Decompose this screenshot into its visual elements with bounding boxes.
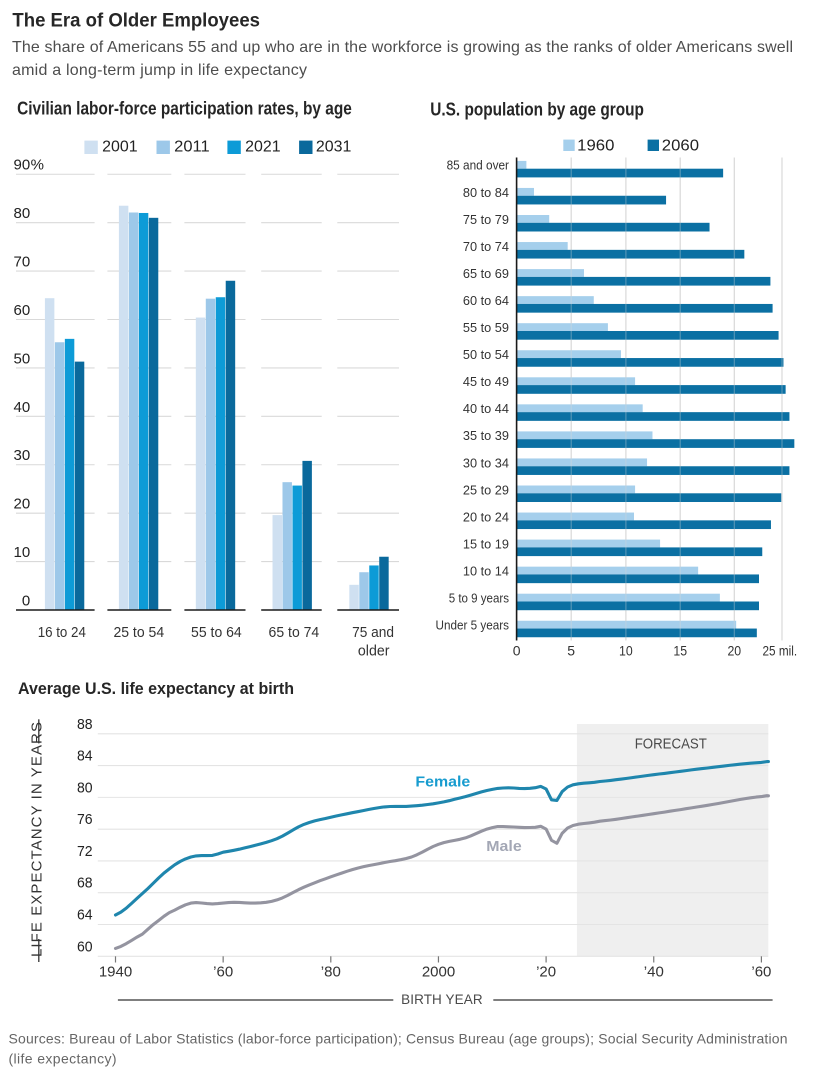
- svg-text:55 to 64: 55 to 64: [191, 625, 242, 641]
- svg-text:60: 60: [77, 938, 93, 955]
- svg-text:16 to 24: 16 to 24: [38, 625, 86, 641]
- svg-text:15 to 19: 15 to 19: [463, 536, 509, 551]
- svg-text:40 to 44: 40 to 44: [463, 401, 509, 416]
- svg-text:amid a long-term jump in life: amid a long-term jump in life expectancy: [12, 62, 307, 79]
- svg-text:80: 80: [14, 205, 31, 222]
- svg-text:2031: 2031: [316, 138, 352, 155]
- svg-text:Average U.S. life expectancy a: Average U.S. life expectancy at birth: [18, 680, 294, 698]
- svg-text:72: 72: [77, 843, 93, 860]
- svg-text:FORECAST: FORECAST: [635, 736, 707, 753]
- svg-text:20: 20: [727, 642, 741, 658]
- svg-text:10: 10: [14, 544, 31, 561]
- svg-text:2021: 2021: [245, 138, 281, 155]
- svg-text:70 to 74: 70 to 74: [463, 239, 509, 254]
- svg-text:1940: 1940: [99, 964, 132, 981]
- svg-text:BIRTH YEAR: BIRTH YEAR: [401, 992, 483, 1007]
- svg-text:2000: 2000: [422, 964, 455, 981]
- svg-text:40: 40: [14, 399, 31, 416]
- svg-text:(life expectancy): (life expectancy): [9, 1050, 117, 1066]
- svg-text:88: 88: [77, 716, 93, 733]
- svg-text:20: 20: [14, 496, 31, 513]
- svg-text:5 to 9 years: 5 to 9 years: [449, 591, 510, 606]
- svg-text:U.S. population by age group: U.S. population by age group: [430, 99, 644, 119]
- svg-text:15: 15: [673, 642, 687, 658]
- svg-text:10 to 14: 10 to 14: [463, 563, 509, 578]
- svg-text:25 mil.: 25 mil.: [763, 642, 798, 658]
- svg-text:50: 50: [14, 350, 31, 367]
- svg-text:76: 76: [77, 811, 93, 828]
- svg-text:90: 90: [14, 157, 31, 174]
- svg-text:30: 30: [14, 447, 31, 464]
- svg-text:20 to 24: 20 to 24: [463, 509, 509, 524]
- svg-text:Civilian labor-force participa: Civilian labor-force participation rates…: [17, 99, 352, 119]
- svg-text:68: 68: [77, 875, 93, 892]
- svg-text:0: 0: [513, 642, 521, 658]
- svg-text:30 to 34: 30 to 34: [463, 455, 509, 470]
- svg-text:’80: ’80: [321, 964, 341, 981]
- svg-text:25 to 54: 25 to 54: [113, 625, 164, 641]
- svg-text:older: older: [358, 644, 390, 660]
- svg-text:The Era of Older Employees: The Era of Older Employees: [12, 10, 260, 31]
- svg-text:1960: 1960: [577, 138, 615, 155]
- svg-text:80 to 84: 80 to 84: [463, 185, 509, 200]
- svg-text:84: 84: [77, 748, 93, 765]
- svg-text:%: %: [31, 157, 44, 174]
- svg-text:’60: ’60: [213, 964, 233, 981]
- svg-text:60: 60: [14, 302, 31, 319]
- svg-text:80: 80: [77, 779, 93, 796]
- svg-text:The share of Americans 55 and: The share of Americans 55 and up who are…: [12, 39, 793, 56]
- svg-text:0: 0: [22, 593, 30, 610]
- svg-text:2011: 2011: [174, 138, 210, 155]
- svg-text:65 to 74: 65 to 74: [269, 625, 320, 641]
- svg-text:Female: Female: [415, 774, 470, 791]
- svg-text:Under 5 years: Under 5 years: [436, 618, 510, 633]
- svg-text:55 to 59: 55 to 59: [463, 320, 509, 335]
- svg-text:75 and: 75 and: [352, 625, 394, 641]
- svg-text:’20: ’20: [536, 964, 556, 981]
- svg-text:Sources: Bureau of Labor Stati: Sources: Bureau of Labor Statistics (lab…: [9, 1030, 788, 1046]
- svg-text:60 to 64: 60 to 64: [463, 293, 509, 308]
- svg-text:’60: ’60: [751, 964, 771, 981]
- svg-text:70: 70: [14, 254, 31, 271]
- svg-text:LIFE EXPECTANCY IN YEARS: LIFE EXPECTANCY IN YEARS: [29, 722, 46, 957]
- svg-text:64: 64: [77, 907, 93, 924]
- svg-text:45 to 49: 45 to 49: [463, 374, 509, 389]
- svg-text:25 to 29: 25 to 29: [463, 482, 509, 497]
- svg-text:5: 5: [567, 642, 575, 658]
- svg-text:2060: 2060: [662, 138, 700, 155]
- svg-text:75 to 79: 75 to 79: [463, 212, 509, 227]
- svg-text:10: 10: [619, 642, 633, 658]
- svg-text:35 to 39: 35 to 39: [463, 428, 509, 443]
- svg-text:2001: 2001: [102, 138, 138, 155]
- svg-text:85 and over: 85 and over: [447, 158, 510, 173]
- svg-text:’40: ’40: [644, 964, 664, 981]
- svg-text:Male: Male: [486, 838, 521, 855]
- svg-text:65 to 69: 65 to 69: [463, 266, 509, 281]
- svg-text:50 to 54: 50 to 54: [463, 347, 509, 362]
